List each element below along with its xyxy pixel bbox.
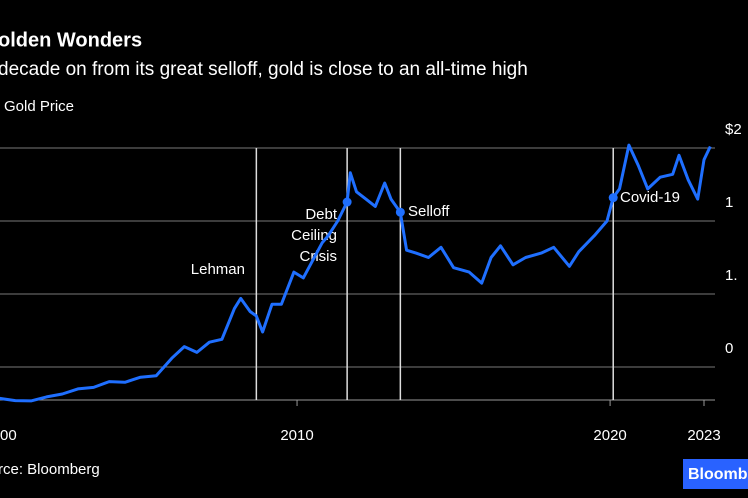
- annotation-label: Selloff: [408, 203, 450, 220]
- x-tick-label: 00: [0, 427, 17, 444]
- annotation-label: Covid-19: [620, 189, 680, 206]
- y-tick-label: $2: [725, 121, 742, 138]
- annotation-dot: [395, 207, 405, 217]
- y-tick-label: 1.: [725, 267, 738, 284]
- y-tick-label: 1: [725, 194, 733, 211]
- x-tick-label: 2020: [593, 427, 626, 444]
- source: rce: Bloomberg: [0, 461, 100, 478]
- annotation-label: Lehman: [191, 261, 245, 278]
- annotation-label: Crisis: [300, 248, 338, 265]
- chart-title: olden Wonders: [0, 29, 142, 51]
- brand-box: [683, 459, 748, 489]
- chart-subtitle: decade on from its great selloff, gold i…: [0, 59, 528, 80]
- x-tick-label: 2010: [280, 427, 313, 444]
- y-tick-label: 0: [725, 340, 733, 357]
- annotation-dot: [608, 193, 618, 203]
- annotation-dot: [342, 197, 352, 207]
- x-tick-label: 2023: [687, 427, 720, 444]
- brand: Bloomberg: [688, 466, 748, 483]
- annotation-label: Debt: [305, 206, 338, 223]
- y-axis-label: Gold Price: [4, 98, 74, 115]
